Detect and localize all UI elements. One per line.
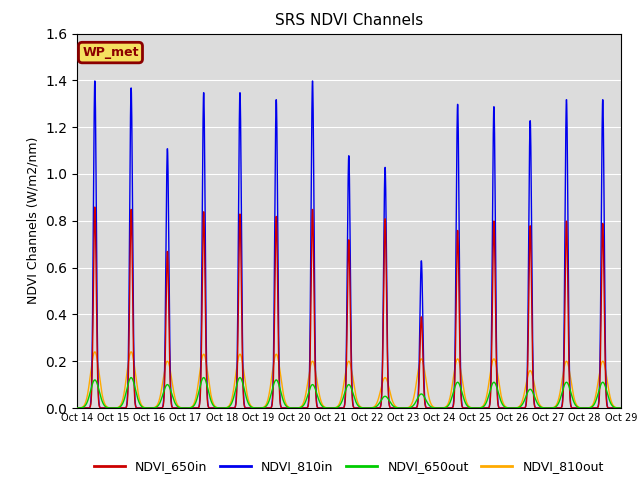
NDVI_650in xyxy=(305,392,313,397)
NDVI_650in xyxy=(91,204,99,210)
NDVI_650out xyxy=(127,375,135,381)
NDVI_810in xyxy=(305,383,313,389)
NDVI_650in xyxy=(399,405,407,411)
NDVI_650out xyxy=(363,405,371,411)
NDVI_810in xyxy=(168,398,175,404)
NDVI_810in xyxy=(73,405,81,411)
NDVI_650out xyxy=(617,405,625,411)
NDVI_810out xyxy=(168,374,175,380)
NDVI_650out xyxy=(607,400,614,406)
Title: SRS NDVI Channels: SRS NDVI Channels xyxy=(275,13,423,28)
NDVI_810out xyxy=(548,405,556,411)
NDVI_650out xyxy=(135,399,143,405)
NDVI_650in xyxy=(282,405,289,411)
NDVI_650in xyxy=(607,405,614,411)
NDVI_810in xyxy=(399,405,407,411)
NDVI_810in xyxy=(135,405,143,411)
NDVI_650in xyxy=(548,405,556,411)
NDVI_810in xyxy=(91,78,99,84)
NDVI_650out xyxy=(73,405,81,411)
NDVI_810in xyxy=(282,405,289,411)
Line: NDVI_810in: NDVI_810in xyxy=(77,81,621,408)
NDVI_810out xyxy=(617,405,625,411)
NDVI_810in xyxy=(607,405,614,411)
NDVI_810in xyxy=(548,405,556,411)
NDVI_810out xyxy=(607,396,614,401)
NDVI_810out xyxy=(282,400,289,406)
NDVI_810out xyxy=(305,371,313,376)
NDVI_810out xyxy=(91,349,99,355)
NDVI_650out xyxy=(168,389,175,395)
Legend: NDVI_650in, NDVI_810in, NDVI_650out, NDVI_810out: NDVI_650in, NDVI_810in, NDVI_650out, NDV… xyxy=(89,456,609,479)
NDVI_650in xyxy=(135,405,143,411)
Line: NDVI_650out: NDVI_650out xyxy=(77,378,621,408)
NDVI_650in xyxy=(73,405,81,411)
NDVI_810out xyxy=(363,405,371,411)
Line: NDVI_810out: NDVI_810out xyxy=(77,352,621,408)
NDVI_650out xyxy=(548,405,556,411)
NDVI_650in xyxy=(617,405,625,411)
NDVI_650out xyxy=(282,402,289,408)
Text: WP_met: WP_met xyxy=(82,46,139,59)
NDVI_650out xyxy=(305,388,313,394)
NDVI_650in xyxy=(168,401,175,407)
Y-axis label: NDVI Channels (W/m2/nm): NDVI Channels (W/m2/nm) xyxy=(26,137,40,304)
NDVI_810out xyxy=(135,395,143,400)
Line: NDVI_650in: NDVI_650in xyxy=(77,207,621,408)
NDVI_810in xyxy=(617,405,625,411)
NDVI_810out xyxy=(73,405,81,411)
